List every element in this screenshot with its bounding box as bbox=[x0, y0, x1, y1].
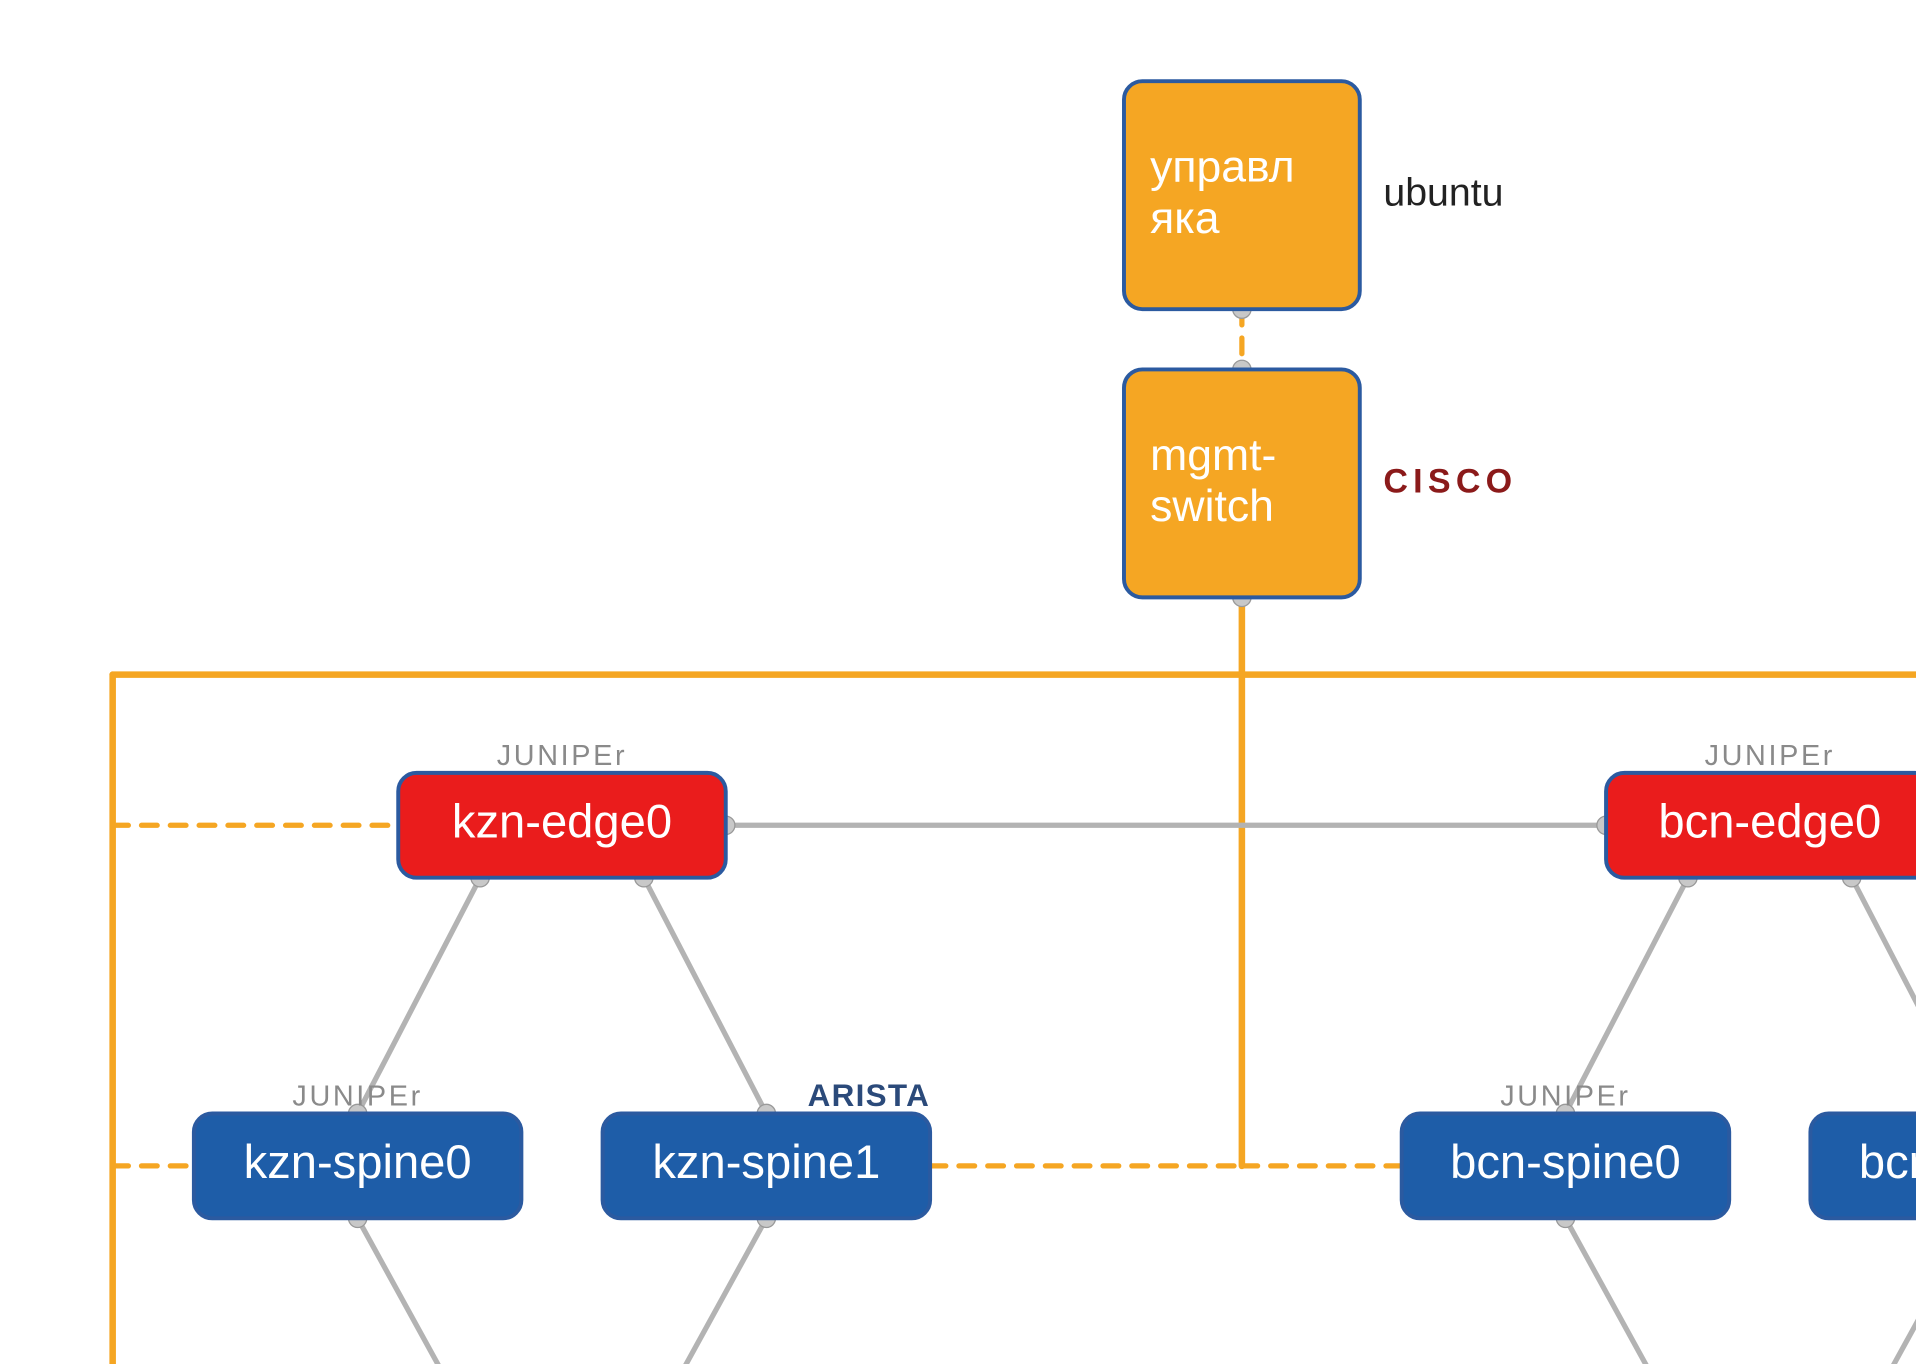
vendor-label-juniper: JUNIPEr bbox=[1500, 1080, 1630, 1112]
node-label: kzn-edge0 bbox=[452, 795, 672, 848]
node-label: kzn-spine1 bbox=[652, 1135, 880, 1188]
node-bcn_edge0: bcn-edge0 JUNIPEr bbox=[1606, 740, 1916, 878]
data-link bbox=[1565, 1218, 1716, 1364]
node-mgmt_host: управлякаubuntu bbox=[1124, 81, 1504, 309]
data-links-layer bbox=[358, 825, 1916, 1364]
network-topology-diagram: управлякаubuntu mgmt-switchCISCO kzn-edge0… bbox=[0, 0, 1916, 1364]
data-link bbox=[1823, 1218, 1916, 1364]
vendor-label-cisco: CISCO bbox=[1383, 462, 1517, 500]
nodes-layer: управлякаubuntu mgmt-switchCISCO kzn-edge0… bbox=[194, 81, 1916, 1364]
data-link bbox=[1852, 878, 1916, 1114]
data-link bbox=[644, 878, 766, 1114]
node-kzn_edge0: kzn-edge0 JUNIPEr bbox=[398, 740, 726, 878]
vendor-label-ubuntu: ubuntu bbox=[1383, 171, 1503, 215]
node-bcn_spine1: bcn-spine1ARISTA bbox=[1810, 1078, 1916, 1218]
node-label: kzn-spine0 bbox=[244, 1135, 472, 1188]
node-label: bcn-edge0 bbox=[1658, 795, 1881, 848]
node-label: bcn-spine0 bbox=[1450, 1135, 1681, 1188]
node-kzn_spine1: kzn-spine1 ARISTA bbox=[603, 1078, 931, 1218]
node-mgmt_switch: mgmt-switchCISCO bbox=[1124, 369, 1517, 597]
node-label: bcn-spine1 bbox=[1859, 1135, 1916, 1188]
data-link bbox=[1565, 878, 1687, 1114]
data-link bbox=[358, 878, 480, 1114]
data-link bbox=[615, 1218, 766, 1364]
vendor-label-arista: ARISTA bbox=[808, 1078, 931, 1113]
node-bcn_spine0: bcn-spine0 JUNIPEr bbox=[1402, 1080, 1730, 1218]
node-kzn_spine0: kzn-spine0 JUNIPEr bbox=[194, 1080, 522, 1218]
data-link bbox=[358, 1218, 509, 1364]
vendor-label-juniper: JUNIPEr bbox=[497, 740, 627, 772]
vendor-label-juniper: JUNIPEr bbox=[292, 1080, 422, 1112]
vendor-label-juniper: JUNIPEr bbox=[1705, 740, 1835, 772]
